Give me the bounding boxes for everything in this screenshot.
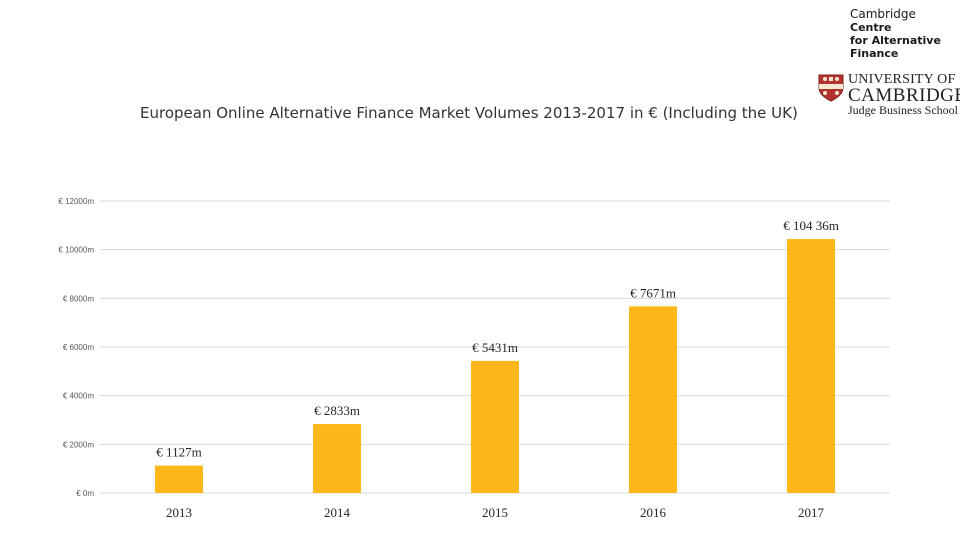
data-label: € 5431m	[472, 340, 518, 355]
bar	[629, 306, 677, 493]
university-shield-icon	[818, 74, 844, 102]
bar	[787, 239, 835, 493]
university-name-line1: UNIVERSITY OF	[848, 72, 956, 87]
bar	[471, 360, 519, 493]
y-tick-label: € 2000m	[63, 440, 94, 449]
x-tick-label: 2017	[798, 505, 825, 520]
data-label: € 2833m	[314, 403, 360, 418]
y-tick-label: € 8000m	[63, 294, 94, 303]
x-tick-label: 2015	[482, 505, 508, 520]
university-name-line3: Judge Business School	[848, 103, 959, 117]
university-name-line2: CAMBRIDGE	[848, 85, 960, 106]
y-tick-label: € 4000m	[63, 392, 94, 401]
y-tick-label: € 6000m	[63, 343, 94, 352]
y-tick-label: € 0m	[76, 489, 94, 498]
ccaf-logo-line4: Finance	[850, 47, 899, 60]
x-tick-label: 2016	[640, 505, 667, 520]
data-label: € 7671m	[630, 285, 676, 300]
ccaf-logo: Cambridge Centre for Alternative Finance	[850, 7, 941, 61]
ccaf-logo-line3: for Alternative	[850, 34, 941, 47]
x-tick-label: 2013	[166, 505, 192, 520]
bar	[313, 424, 361, 493]
data-label: € 104 36m	[783, 218, 839, 233]
ccaf-logo-line1: Cambridge	[850, 7, 916, 21]
bar	[155, 465, 203, 493]
x-tick-label: 2014	[324, 505, 351, 520]
y-tick-label: € 10000m	[58, 246, 94, 255]
y-tick-label: € 12000m	[58, 197, 94, 206]
university-logo: UNIVERSITY OF CAMBRIDGE Judge Business S…	[818, 72, 960, 118]
chart-title: European Online Alternative Finance Mark…	[140, 104, 798, 122]
ccaf-logo-line2: Centre	[850, 21, 892, 34]
data-label: € 1127m	[156, 445, 201, 460]
